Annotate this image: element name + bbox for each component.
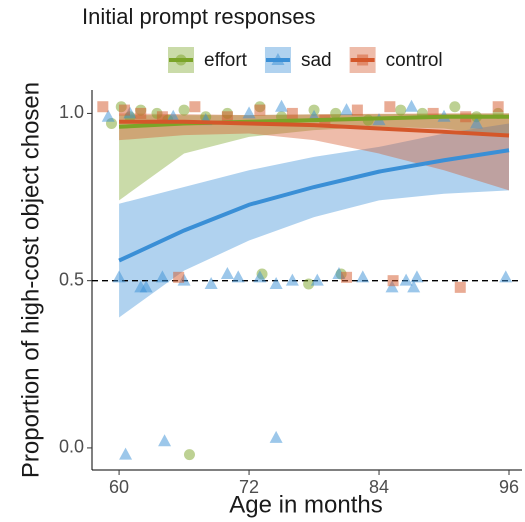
data-point [395, 104, 407, 116]
legend-label: effort [204, 50, 248, 71]
legend-title: Initial prompt responses [82, 4, 316, 29]
data-point [155, 270, 169, 283]
legend-item: sad [264, 47, 332, 73]
data-point [330, 107, 342, 119]
data-point [356, 270, 370, 283]
legend-item: effort [168, 47, 248, 73]
confidence-band [119, 113, 510, 201]
data-point [158, 434, 172, 447]
x-tick-label: 96 [499, 477, 519, 497]
data-point [351, 104, 363, 116]
legend-key-marker [271, 53, 285, 65]
x-tick-label: 60 [109, 477, 129, 497]
data-point [231, 270, 245, 283]
data-point [341, 271, 353, 283]
data-point [139, 280, 153, 293]
data-point [135, 107, 147, 119]
data-point [101, 109, 115, 122]
fit-line [118, 148, 510, 263]
data-point [275, 99, 289, 112]
data-point [384, 101, 396, 113]
data-point [204, 277, 218, 290]
y-tick-label: 0.0 [59, 437, 84, 457]
data-point [399, 273, 413, 286]
legend-label: control [386, 50, 443, 71]
data-point [492, 101, 504, 113]
fit-line [119, 119, 510, 138]
data-point [97, 101, 109, 113]
data-point [221, 111, 233, 123]
x-tick-label: 84 [369, 477, 389, 497]
data-point [269, 277, 283, 290]
confidence-band [119, 123, 510, 318]
y-tick-label: 0.5 [59, 269, 84, 289]
data-point [407, 280, 421, 293]
x-tick-label: 72 [239, 477, 259, 497]
y-tick-label: 1.0 [59, 102, 84, 122]
data-point [178, 104, 190, 116]
data-point [119, 447, 133, 460]
data-point [166, 109, 180, 122]
data-point [427, 107, 439, 119]
data-point [340, 103, 354, 116]
data-point [254, 104, 266, 116]
data-point [387, 275, 399, 287]
data-point [183, 449, 195, 461]
legend-key-marker [175, 54, 187, 66]
data-point [189, 101, 201, 113]
data-point [173, 271, 185, 283]
data-point [220, 266, 234, 279]
legend-item: control [349, 47, 443, 73]
data-point [454, 281, 466, 293]
data-point [269, 430, 283, 443]
confidence-band [119, 113, 510, 191]
legend-label: sad [301, 50, 332, 71]
data-point [449, 101, 461, 113]
data-point [286, 107, 298, 119]
data-point [112, 270, 126, 283]
data-point [118, 104, 130, 116]
data-point [303, 278, 315, 290]
data-point [405, 99, 419, 112]
data-point [385, 280, 399, 293]
data-point [310, 273, 324, 286]
data-point [410, 270, 424, 283]
data-point [499, 270, 513, 283]
legend-key-marker [357, 54, 369, 66]
data-point [242, 106, 256, 119]
data-point [285, 273, 299, 286]
x-axis-title: Age in months [229, 491, 382, 518]
data-point [156, 111, 168, 123]
data-point [253, 270, 267, 283]
data-point [470, 116, 484, 129]
y-axis-title: Proportion of high-cost object chosen [17, 82, 44, 478]
